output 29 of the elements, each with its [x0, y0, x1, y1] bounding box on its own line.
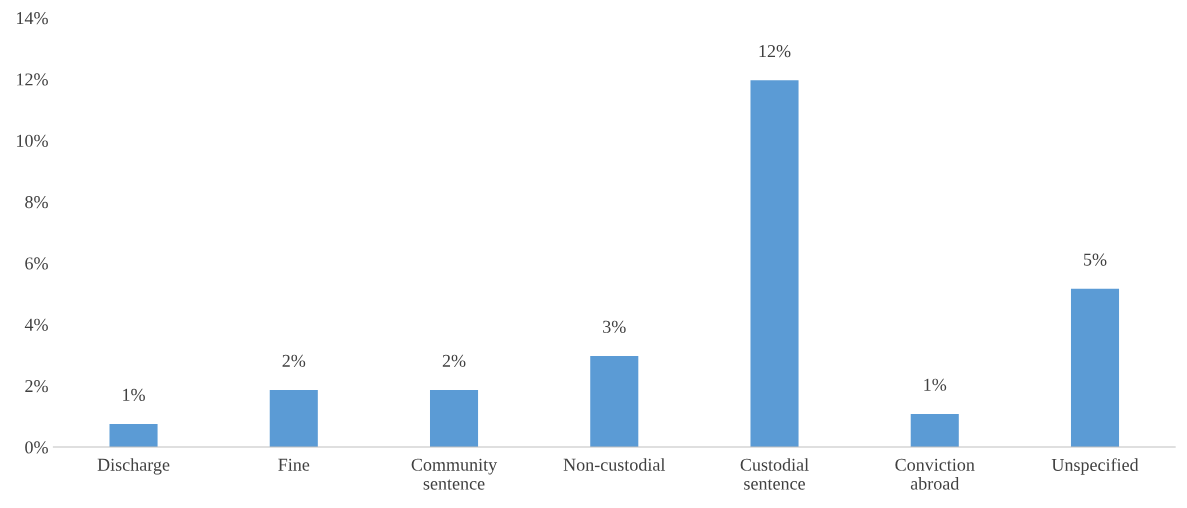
bar [1070, 288, 1120, 448]
x-tick-label: Custodial sentence [740, 458, 809, 490]
x-tick-label: Fine [278, 458, 310, 471]
x-tick-label: Conviction abroad [895, 458, 975, 490]
y-tick-label: 10% [17, 134, 48, 147]
data-label: 1% [123, 388, 145, 401]
bar [429, 390, 479, 448]
data-label: 12% [759, 45, 791, 58]
bar [269, 390, 318, 448]
x-tick-label: Community sentence [411, 458, 498, 490]
y-tick-label: 6% [25, 257, 48, 270]
bar [750, 80, 799, 448]
x-tick-label: Discharge [97, 458, 170, 475]
x-tick-label: Unspecified [1051, 458, 1139, 475]
y-tick-label: 12% [17, 73, 48, 86]
y-tick-label: 8% [25, 196, 48, 209]
y-tick-label: 0% [25, 441, 48, 454]
bar [109, 424, 158, 448]
data-label: 2% [442, 354, 466, 367]
y-tick-label: 2% [25, 379, 48, 393]
data-label: 1% [924, 378, 947, 391]
x-tick-label: Non-custodial [563, 458, 666, 471]
y-tick-label: 4% [24, 318, 48, 331]
data-label: 3% [603, 320, 626, 333]
bar [590, 355, 639, 448]
data-label: 5% [1084, 253, 1107, 266]
y-tick-label: 14% [17, 12, 48, 25]
bar [910, 413, 959, 448]
data-label: 2% [282, 354, 306, 367]
